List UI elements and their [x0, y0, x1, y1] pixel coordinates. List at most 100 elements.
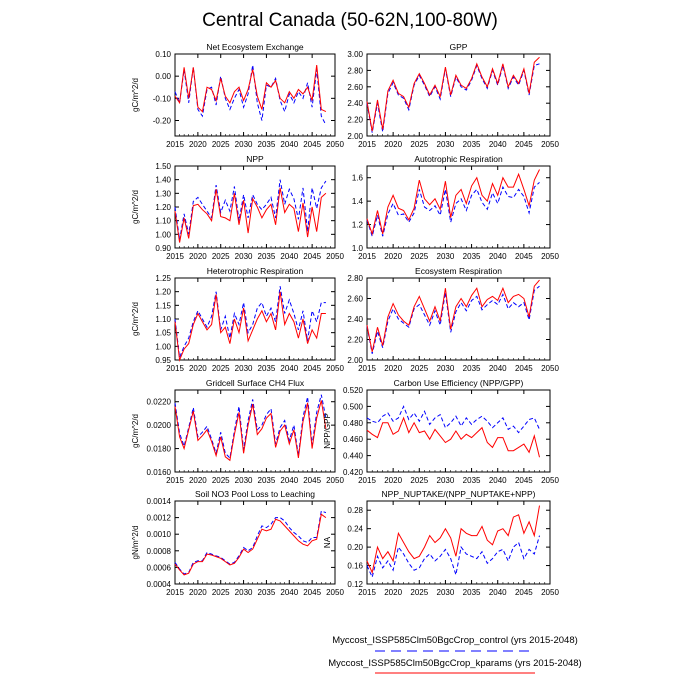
panel-title: NPP_NUPTAKE/(NPP_NUPTAKE+NPP) [382, 489, 536, 499]
x-tick-label: 2040 [280, 364, 298, 373]
x-tick-label: 2050 [326, 476, 344, 485]
x-tick-label: 2030 [437, 476, 455, 485]
x-tick-label: 2025 [212, 588, 230, 597]
x-tick-label: 2045 [515, 140, 533, 149]
series-line-control [174, 65, 327, 126]
y-tick-label: 0.0220 [147, 398, 172, 407]
x-tick-label: 2030 [235, 252, 253, 261]
y-tick-label: 1.30 [155, 189, 171, 198]
chart-panel-9: Soil NO3 Pool Loss to Leaching gN/m^2/d 20… [131, 489, 344, 597]
y-axis-label: gC/m^2/d [131, 302, 140, 336]
x-tick-label: 2050 [326, 140, 344, 149]
series-line-control [174, 286, 326, 360]
chart-panel-6: Ecosystem Respiration 2015 2020 2025 2030 203… [347, 266, 559, 373]
chart-panel-2: GPP 2015 2020 2025 2030 2035 2040 2045 2050 3.00 2… [347, 42, 559, 149]
x-tick-label: 2045 [303, 364, 321, 373]
y-tick-label: 1.15 [155, 301, 171, 310]
y-tick-label: -0.20 [153, 116, 172, 125]
y-tick-label: 1.20 [155, 203, 171, 212]
x-tick-label: 2035 [463, 588, 481, 597]
x-tick-label: 2030 [235, 476, 253, 485]
y-tick-label: 1.05 [155, 329, 171, 338]
x-tick-label: 2035 [258, 140, 276, 149]
panel-title: Gridcell Surface CH4 Flux [206, 378, 305, 388]
x-tick-label: 2040 [489, 364, 507, 373]
x-tick-label: 2030 [437, 364, 455, 373]
plot-frame [174, 53, 336, 137]
x-tick-label: 2030 [437, 252, 455, 261]
y-tick-label: 2.40 [347, 315, 363, 324]
series-line-control [366, 535, 540, 579]
x-tick-label: 2050 [541, 252, 559, 261]
y-tick-label: 2.60 [347, 295, 363, 304]
x-tick-label: 2045 [515, 588, 533, 597]
x-tick-label: 2025 [212, 140, 230, 149]
series-line-kparams [366, 169, 540, 236]
y-tick-label: 2.40 [347, 99, 363, 108]
y-axis-label: gC/m^2/d [131, 78, 140, 112]
plot-frame [366, 500, 551, 585]
y-tick-label: 1.40 [155, 176, 171, 185]
y-tick-label: 0.0008 [147, 547, 172, 556]
y-axis-label: gC/m^2/d [131, 190, 140, 224]
series-line-kparams [366, 279, 540, 352]
y-axis-label: gC/m^2/d [131, 414, 140, 448]
x-tick-label: 2025 [410, 588, 428, 597]
x-tick-label: 2045 [515, 252, 533, 261]
x-tick-label: 2015 [358, 364, 376, 373]
y-tick-label: 0.90 [155, 244, 171, 253]
x-tick-label: 2040 [489, 140, 507, 149]
legend-entry-kparams: Myccost_ISSP585Clm50BgcCrop_kparams (yrs… [328, 658, 581, 669]
x-tick-label: 2015 [358, 140, 376, 149]
y-tick-label: 0.0006 [147, 563, 172, 572]
legend-entry-control: Myccost_ISSP585Clm50BgcCrop_control (yrs… [332, 635, 578, 646]
y-tick-label: 0.0004 [147, 580, 172, 589]
x-tick-label: 2015 [166, 476, 184, 485]
y-tick-label: 1.50 [155, 162, 171, 171]
y-tick-label: 1.4 [352, 197, 364, 206]
x-tick-label: 2040 [280, 252, 298, 261]
x-tick-label: 2015 [358, 588, 376, 597]
x-tick-label: 2050 [541, 364, 559, 373]
x-tick-label: 2020 [189, 476, 207, 485]
y-tick-label: 0.0160 [147, 468, 172, 477]
x-tick-label: 2020 [189, 140, 207, 149]
series-line-control [174, 394, 327, 459]
x-tick-label: 2020 [384, 588, 402, 597]
y-tick-label: 1.00 [155, 230, 171, 239]
y-tick-label: 0.12 [347, 580, 363, 589]
y-tick-label: 1.6 [352, 174, 364, 183]
y-axis-label: gN/m^2/d [131, 526, 140, 560]
x-tick-label: 2040 [489, 588, 507, 597]
x-tick-label: 2025 [410, 364, 428, 373]
panels: Net Ecosystem Exchange gC/m^2/d 2015 2020 20… [131, 42, 559, 597]
plot-frame [174, 389, 336, 473]
series-line-kparams [366, 56, 540, 132]
x-tick-label: 2015 [358, 252, 376, 261]
x-tick-label: 2025 [410, 252, 428, 261]
x-tick-label: 2040 [489, 476, 507, 485]
panel-title: GPP [450, 42, 468, 52]
plot-frame [366, 165, 551, 249]
plot-frame [174, 165, 336, 249]
legend: Myccost_ISSP585Clm50BgcCrop_control (yrs… [328, 635, 582, 674]
plot-frame [174, 500, 336, 585]
panel-title: Ecosystem Respiration [415, 266, 502, 276]
y-axis-label: NA [323, 536, 332, 548]
x-tick-label: 2045 [515, 364, 533, 373]
x-tick-label: 2040 [489, 252, 507, 261]
x-tick-label: 2015 [166, 588, 184, 597]
y-tick-label: 1.10 [155, 315, 171, 324]
x-tick-label: 2045 [303, 252, 321, 261]
x-tick-label: 2040 [280, 476, 298, 485]
y-tick-label: 0.16 [347, 562, 363, 571]
series-line-control [366, 182, 540, 239]
x-tick-label: 2030 [437, 588, 455, 597]
x-tick-label: 2035 [258, 588, 276, 597]
x-tick-label: 2015 [358, 476, 376, 485]
y-tick-label: 1.25 [155, 274, 171, 283]
chart-panel-4: Autotrophic Respiration 2015 2020 2025 2030 2… [352, 154, 560, 261]
series-line-kparams [174, 187, 327, 243]
x-tick-label: 2045 [515, 476, 533, 485]
chart-panel-5: Heterotrophic Respiration gC/m^2/d 2015 202… [131, 266, 344, 373]
